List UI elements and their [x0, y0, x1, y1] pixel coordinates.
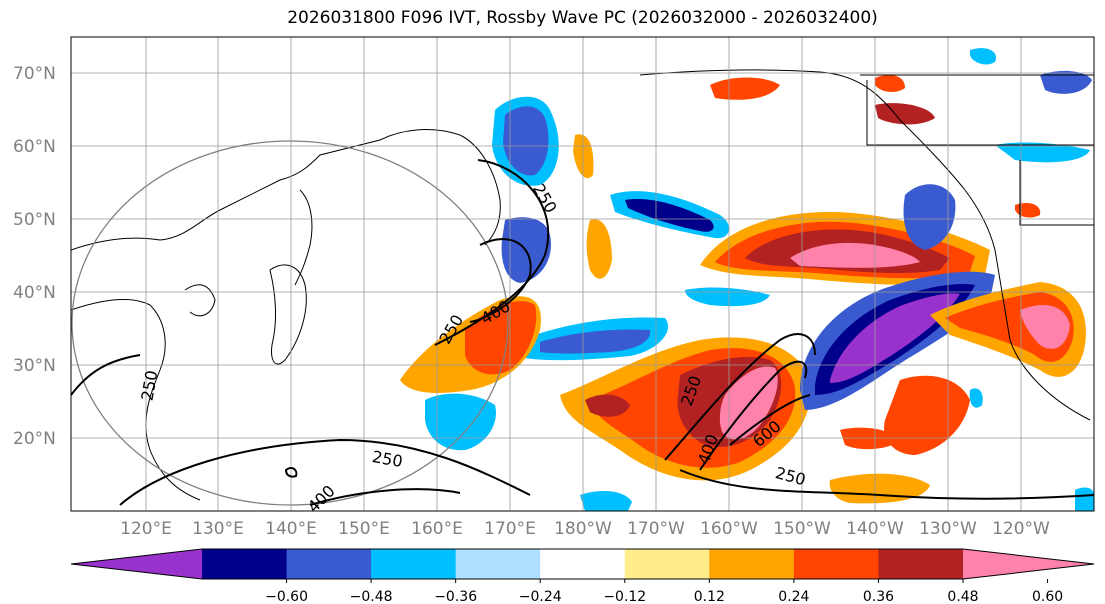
colorbar-tick-label: −0.24: [519, 589, 562, 604]
lon-label: 170°W: [627, 519, 685, 539]
lon-label: 160°E: [411, 519, 463, 539]
colorbar-segment: [709, 549, 795, 579]
colorbar-segment: [371, 549, 457, 579]
colorbar-segment: [455, 549, 541, 579]
colorbar-tick-label: 0.12: [694, 589, 725, 604]
lon-label: 120°E: [120, 519, 172, 539]
colorbar-segment: [540, 549, 626, 579]
colorbar-tick-label: −0.48: [350, 589, 393, 604]
colorbar-outline: [70, 548, 1095, 580]
colorbar-tick-label: 0.24: [778, 589, 809, 604]
rossby-contours: [71, 159, 1094, 506]
colorbar-extend-low: [71, 549, 202, 579]
colorbar-extend-high: [963, 549, 1094, 579]
gridlines: [71, 37, 1094, 511]
colorbar-segment: [624, 549, 710, 579]
lon-label: 120°W: [992, 519, 1050, 539]
lat-label: 50°N: [13, 210, 56, 230]
lat-label: 20°N: [13, 429, 56, 449]
lon-label: 130°E: [192, 519, 244, 539]
lat-label: 30°N: [13, 356, 56, 376]
lon-label: 140°E: [265, 519, 317, 539]
colorbar-tick-label: 0.60: [1032, 589, 1063, 604]
lat-label: 70°N: [13, 64, 56, 84]
colorbar-tick-label: 0.48: [947, 589, 978, 604]
lon-label: 140°W: [846, 519, 904, 539]
colorbar-tick-label: −0.36: [434, 589, 477, 604]
colorbar: −0.60 −0.48 −0.36 −0.24 −0.12 0.12 0.24 0.36 0.4…: [70, 548, 1095, 604]
colorbar-tick-label: −0.60: [265, 589, 308, 604]
lat-label: 40°N: [13, 283, 56, 303]
longitude-labels: 120°E 130°E 140°E 150°E 160°E 170°E 180°…: [120, 519, 1050, 539]
lon-label: 150°E: [338, 519, 390, 539]
ivt-anomaly-fill: [400, 48, 1094, 511]
lon-label: 160°W: [700, 519, 758, 539]
range-circle: [71, 140, 509, 506]
lat-label: 60°N: [13, 137, 56, 157]
map-frame: [70, 36, 1095, 512]
map-content: 250 400 250 250 250 400 250 400 600 250: [71, 37, 1094, 511]
colorbar-tick-label: −0.12: [603, 589, 646, 604]
colorbar-segment: [202, 549, 288, 579]
colorbar-segment: [878, 549, 964, 579]
colorbar-segment: [286, 549, 372, 579]
lon-label: 130°W: [919, 519, 977, 539]
lon-label: 180°W: [554, 519, 612, 539]
colorbar-segment: [793, 549, 879, 579]
colorbar-tick-label: 0.36: [863, 589, 894, 604]
lon-label: 170°E: [484, 519, 536, 539]
map-title: 2026031800 F096 IVT, Rossby Wave PC (202…: [287, 8, 878, 28]
lon-label: 150°W: [773, 519, 831, 539]
latitude-labels: 70°N 60°N 50°N 40°N 30°N 20°N: [13, 64, 56, 449]
